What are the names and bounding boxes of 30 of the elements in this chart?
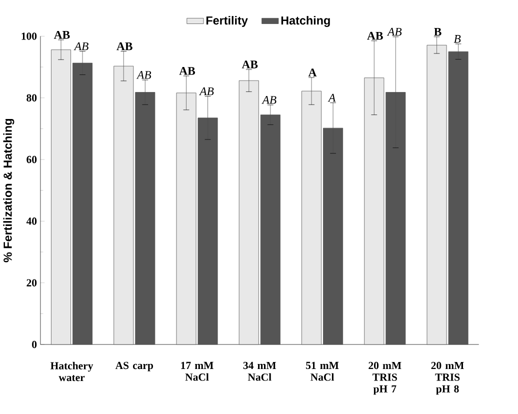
x-tick-label: 20 mM TRIS pH 8 (431, 362, 464, 395)
annotation: AB (367, 32, 383, 40)
legend-label: Fertility (206, 16, 248, 27)
y-tick-label: 40 (26, 218, 37, 225)
annotation: AB (116, 42, 132, 50)
annotation: AB (262, 96, 276, 104)
annotation: B (454, 35, 461, 43)
y-tick-label: 100 (22, 32, 37, 40)
annotation: B (434, 28, 442, 36)
annotation: AB (54, 30, 70, 39)
x-tick-label: 34 mM NaCl (243, 362, 276, 381)
annotation: AB (179, 67, 196, 75)
annotation: AB (242, 60, 258, 68)
annotation: A (328, 94, 336, 102)
x-tick-label: 20 mM TRIS pH 7 (368, 362, 402, 395)
y-tick-label: 60 (26, 156, 37, 164)
x-tick-label: Hatchery water (50, 362, 94, 382)
annotation: AB (136, 71, 152, 79)
legend-label: Hatching (281, 16, 330, 27)
y-tick-label: 20 (26, 279, 37, 286)
annotation: AB (74, 42, 88, 50)
x-tick-label: AS carp (115, 362, 153, 372)
y-tick-label: 80 (26, 94, 37, 102)
annotation: AB (199, 87, 214, 96)
annotation: A (308, 68, 317, 76)
y-axis-title: % Fertilization & Hatching (3, 118, 14, 262)
text: AB (386, 28, 402, 36)
y-tick-label: 0 (32, 340, 37, 348)
x-tick-label: 51 mM NaCl (306, 362, 339, 381)
x-tick-label: 17 mM NaCl (181, 362, 214, 381)
